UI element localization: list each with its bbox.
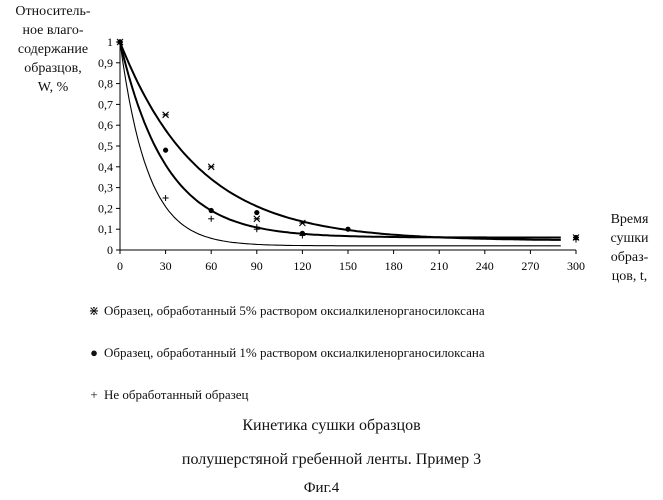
y-tick-label: 1 xyxy=(107,35,113,49)
y-tick-label: 0 xyxy=(107,243,113,257)
plus-marker-icon: + xyxy=(88,387,100,403)
chart-markers xyxy=(117,39,579,243)
drying-kinetics-chart: 0 0,1 0,2 0,3 0,4 0,5 0,6 0,7 0,8 0,9 1 0 30 60 90 120 1… xyxy=(0,0,663,300)
x-tick-label: 270 xyxy=(521,259,539,273)
dot-data-point xyxy=(345,227,350,232)
figure-number: Фиг.4 xyxy=(0,480,653,497)
legend-item-5-percent: ⋇ Образец, обработанный 5% раствором окси… xyxy=(88,303,485,319)
figure-caption-title: Кинетика сушки образцов xyxy=(0,417,663,435)
y-tick-label: 0,6 xyxy=(98,118,113,132)
y-tick-label: 0,4 xyxy=(98,160,113,174)
y-tick-label: 0,9 xyxy=(98,56,113,70)
legend-item-1-percent: ● Образец, обработанный 1% раствором окси… xyxy=(88,345,485,361)
dot-data-point xyxy=(254,210,259,215)
x-tick-label: 30 xyxy=(160,259,172,273)
x-tick-label: 180 xyxy=(385,259,403,273)
plus-data-point xyxy=(208,216,214,222)
star-data-point xyxy=(208,164,214,170)
y-tick-label: 0,2 xyxy=(98,201,113,215)
dot-marker-icon: ● xyxy=(88,345,100,361)
star-marker-icon: ⋇ xyxy=(88,303,100,319)
x-tick-label: 90 xyxy=(251,259,263,273)
star-data-point xyxy=(163,112,169,118)
x-tick-label: 150 xyxy=(339,259,357,273)
x-tick-label: 240 xyxy=(476,259,494,273)
y-tick-label: 0,5 xyxy=(98,139,113,153)
y-tick-label: 0,3 xyxy=(98,181,113,195)
dot-data-point xyxy=(209,208,214,213)
x-tick-label: 60 xyxy=(205,259,217,273)
dot-data-point xyxy=(163,148,168,153)
y-tick-label: 0,7 xyxy=(98,97,113,111)
legend-label: Образец, обработанный 5% раствором оксиа… xyxy=(104,303,485,318)
legend-label: Не обработанный образец xyxy=(104,387,248,402)
chart-curves xyxy=(120,42,561,246)
series-curve xyxy=(120,42,561,240)
legend-label: Образец, обработанный 1% раствором оксиа… xyxy=(104,345,485,360)
star-data-point xyxy=(254,216,260,222)
x-tick-label: 300 xyxy=(567,259,585,273)
series-curve xyxy=(120,42,561,238)
plus-data-point xyxy=(163,195,169,201)
x-tick-label: 0 xyxy=(117,259,123,273)
x-tick-label: 210 xyxy=(430,259,448,273)
y-tick-label: 0,1 xyxy=(98,222,113,236)
series-curve xyxy=(120,42,561,246)
figure-caption-subtitle: полушерстяной гребенной ленты. Пример 3 xyxy=(0,451,663,469)
legend-item-untreated: + Не обработанный образец xyxy=(88,387,248,403)
y-tick-label: 0,8 xyxy=(98,77,113,91)
x-tick-label: 120 xyxy=(293,259,311,273)
